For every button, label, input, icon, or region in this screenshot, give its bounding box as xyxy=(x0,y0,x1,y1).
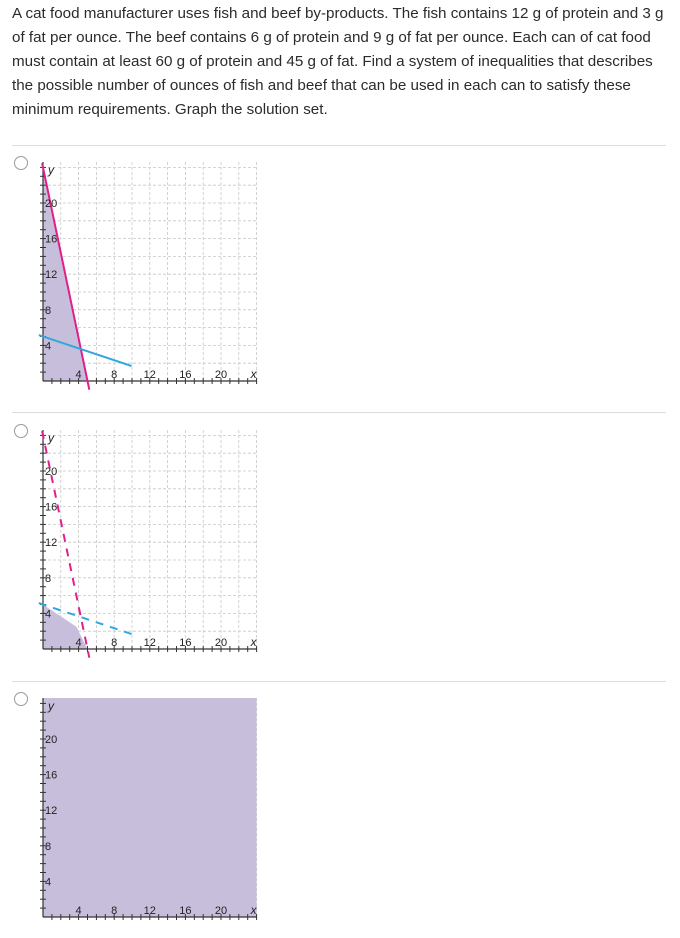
x-tick-label: 12 xyxy=(144,905,156,917)
y-tick-label: 4 xyxy=(45,340,51,352)
x-axis-label: x xyxy=(250,367,258,381)
shaded-region xyxy=(43,698,257,917)
x-tick-label: 8 xyxy=(111,369,117,381)
x-tick-label: 12 xyxy=(144,637,156,649)
fat-line xyxy=(38,602,132,635)
x-axis-label: x xyxy=(250,903,258,917)
y-tick-label: 20 xyxy=(45,734,57,746)
fat-line xyxy=(38,334,132,367)
x-tick-label: 4 xyxy=(76,905,82,917)
y-axis-label: y xyxy=(47,699,55,713)
answer-option-radio[interactable] xyxy=(14,424,28,438)
x-tick-label: 12 xyxy=(144,369,156,381)
y-tick-label: 16 xyxy=(45,502,57,514)
divider xyxy=(12,145,666,146)
y-tick-label: 8 xyxy=(45,573,51,585)
y-tick-label: 16 xyxy=(45,234,57,246)
graph-option: 4 8 12 16 20 4 8 12 16 20 x y xyxy=(38,162,258,390)
x-tick-label: 16 xyxy=(179,905,191,917)
y-tick-label: 20 xyxy=(45,466,57,478)
x-tick-label: 8 xyxy=(111,637,117,649)
shaded-region xyxy=(43,604,88,649)
graph-option: 4 8 12 16 20 4 8 12 16 20 x y xyxy=(40,698,258,920)
x-tick-label: 20 xyxy=(215,637,227,649)
y-tick-label: 4 xyxy=(45,876,51,888)
y-tick-label: 16 xyxy=(45,770,57,782)
y-tick-label: 12 xyxy=(45,537,57,549)
y-axis-label: y xyxy=(47,431,55,445)
graph-option: 4 8 12 16 20 4 8 12 16 20 x y xyxy=(38,430,258,658)
x-axis-label: x xyxy=(250,635,258,649)
x-tick-label: 8 xyxy=(111,905,117,917)
y-tick-label: 12 xyxy=(45,269,57,281)
y-tick-label: 12 xyxy=(45,805,57,817)
x-tick-label: 20 xyxy=(215,905,227,917)
x-tick-label: 4 xyxy=(76,637,82,649)
y-axis-label: y xyxy=(47,163,55,177)
y-tick-label: 8 xyxy=(45,841,51,853)
y-tick-label: 8 xyxy=(45,305,51,317)
x-tick-label: 16 xyxy=(179,637,191,649)
x-tick-label: 4 xyxy=(76,369,82,381)
divider xyxy=(12,412,666,413)
y-tick-label: 4 xyxy=(45,608,51,620)
x-tick-label: 16 xyxy=(179,369,191,381)
answer-option-radio[interactable] xyxy=(14,156,28,170)
answer-option-radio[interactable] xyxy=(14,692,28,706)
x-tick-label: 20 xyxy=(215,369,227,381)
divider xyxy=(12,681,666,682)
question-text: A cat food manufacturer uses fish and be… xyxy=(12,5,664,118)
protein-line xyxy=(41,162,91,390)
y-tick-label: 20 xyxy=(45,198,57,210)
